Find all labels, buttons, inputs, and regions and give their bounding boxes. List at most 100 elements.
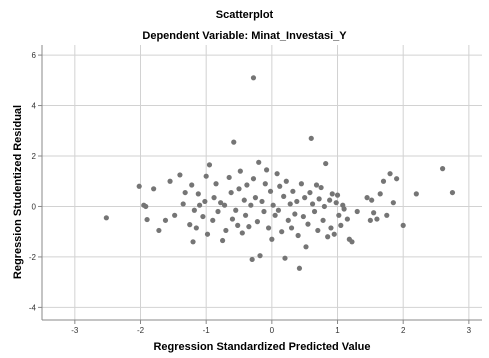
scatter-point	[237, 168, 243, 174]
scatter-point	[292, 211, 298, 217]
scatter-point	[182, 189, 188, 196]
scatter-point	[210, 217, 216, 223]
scatter-point	[226, 174, 232, 181]
scatter-point	[413, 191, 419, 197]
scatter-point	[318, 184, 324, 191]
scatter-point	[263, 167, 270, 173]
scatter-point	[189, 182, 195, 188]
scatter-point	[279, 229, 285, 235]
scatter-point	[288, 225, 295, 231]
scatter-point	[303, 244, 309, 250]
scatter-point	[439, 166, 446, 172]
scatter-point	[200, 213, 206, 220]
scatter-point	[377, 191, 383, 197]
scatter-point	[349, 239, 355, 245]
scatter-point	[328, 225, 334, 231]
scatter-point	[321, 203, 327, 210]
scatter-point	[282, 255, 288, 261]
scatter-point	[144, 216, 150, 223]
scatter-point	[250, 75, 257, 81]
scatter-point	[269, 236, 275, 242]
scatter-point	[265, 225, 272, 231]
scatter-point	[162, 217, 169, 223]
scatter-point	[320, 217, 326, 223]
scatter-point	[177, 172, 183, 178]
x-axis-label: Regression Standardized Predicted Value	[153, 341, 371, 353]
scatter-point	[239, 230, 245, 236]
scatter-point	[277, 183, 283, 189]
scatter-point	[270, 202, 276, 208]
x-tick-label: 1	[335, 326, 340, 335]
scatter-point	[305, 221, 311, 227]
scatter-point	[172, 212, 178, 218]
scatter-point	[193, 225, 199, 231]
scatter-point	[206, 162, 213, 168]
scatter-point	[190, 239, 196, 245]
scatter-point	[380, 178, 387, 184]
scatter-point	[204, 231, 211, 237]
scatter-point	[219, 237, 226, 244]
scatter-point	[371, 210, 377, 216]
scatter-point	[307, 189, 313, 196]
chart-title: Scatterplot	[215, 9, 274, 21]
scatter-point	[156, 227, 162, 234]
scatter-point	[180, 201, 186, 207]
x-tick-label: 2	[401, 326, 406, 335]
scatter-point	[229, 216, 236, 222]
y-tick-label: 2	[32, 152, 37, 161]
scatter-point	[325, 234, 331, 240]
scatter-point	[221, 202, 228, 208]
y-tick-label: -2	[29, 253, 37, 262]
scatter-point	[257, 253, 263, 259]
scatter-point	[228, 189, 234, 196]
y-tick-label: 6	[32, 51, 37, 60]
scatter-point	[262, 181, 268, 187]
scatter-point	[344, 216, 350, 222]
scatter-point	[315, 227, 321, 234]
scatter-point	[331, 231, 337, 237]
scatter-point	[256, 159, 262, 165]
scatter-point	[244, 182, 250, 188]
y-tick-label: -4	[29, 303, 37, 312]
scatter-point	[267, 188, 274, 194]
scatter-point	[295, 232, 301, 239]
x-tick-label: -3	[71, 326, 79, 335]
scatter-point	[300, 213, 306, 220]
scatter-point	[213, 181, 219, 187]
scatter-point	[384, 212, 390, 218]
scatter-point	[236, 186, 242, 192]
scatter-point	[313, 182, 320, 188]
scatter-point	[218, 200, 224, 206]
scatter-point	[275, 207, 282, 213]
scatter-point	[283, 178, 289, 184]
scatter-point	[309, 201, 316, 207]
scatter-point	[333, 200, 339, 206]
x-tick-label: 3	[467, 326, 472, 335]
scatter-point	[167, 178, 173, 184]
scatter-point	[323, 160, 329, 167]
x-tick-label: 0	[270, 326, 275, 335]
scatter-point	[272, 212, 278, 218]
scatter-point	[248, 202, 254, 208]
scatter-point	[235, 222, 241, 228]
scatter-point	[250, 176, 257, 182]
scatter-point	[400, 222, 406, 228]
scatter-point	[241, 197, 247, 203]
scatter-point	[316, 196, 322, 202]
scatter-point	[233, 207, 239, 213]
scatter-point	[187, 222, 193, 228]
scatter-point	[103, 215, 109, 221]
scatter-point	[285, 217, 291, 223]
scatter-point	[249, 256, 255, 263]
scatter-point	[302, 195, 308, 201]
y-axis-label: Regression Studentized Residual	[12, 104, 24, 280]
y-tick-label: 0	[32, 202, 37, 211]
scatter-point	[136, 183, 142, 189]
scatter-point	[334, 192, 341, 198]
chart-subtitle: Dependent Variable: Minat_Investasi_Y	[142, 30, 347, 42]
scatter-point	[387, 171, 393, 177]
y-tick-label: 4	[32, 102, 37, 111]
scatter-point	[367, 217, 373, 223]
scatter-point	[298, 181, 305, 187]
